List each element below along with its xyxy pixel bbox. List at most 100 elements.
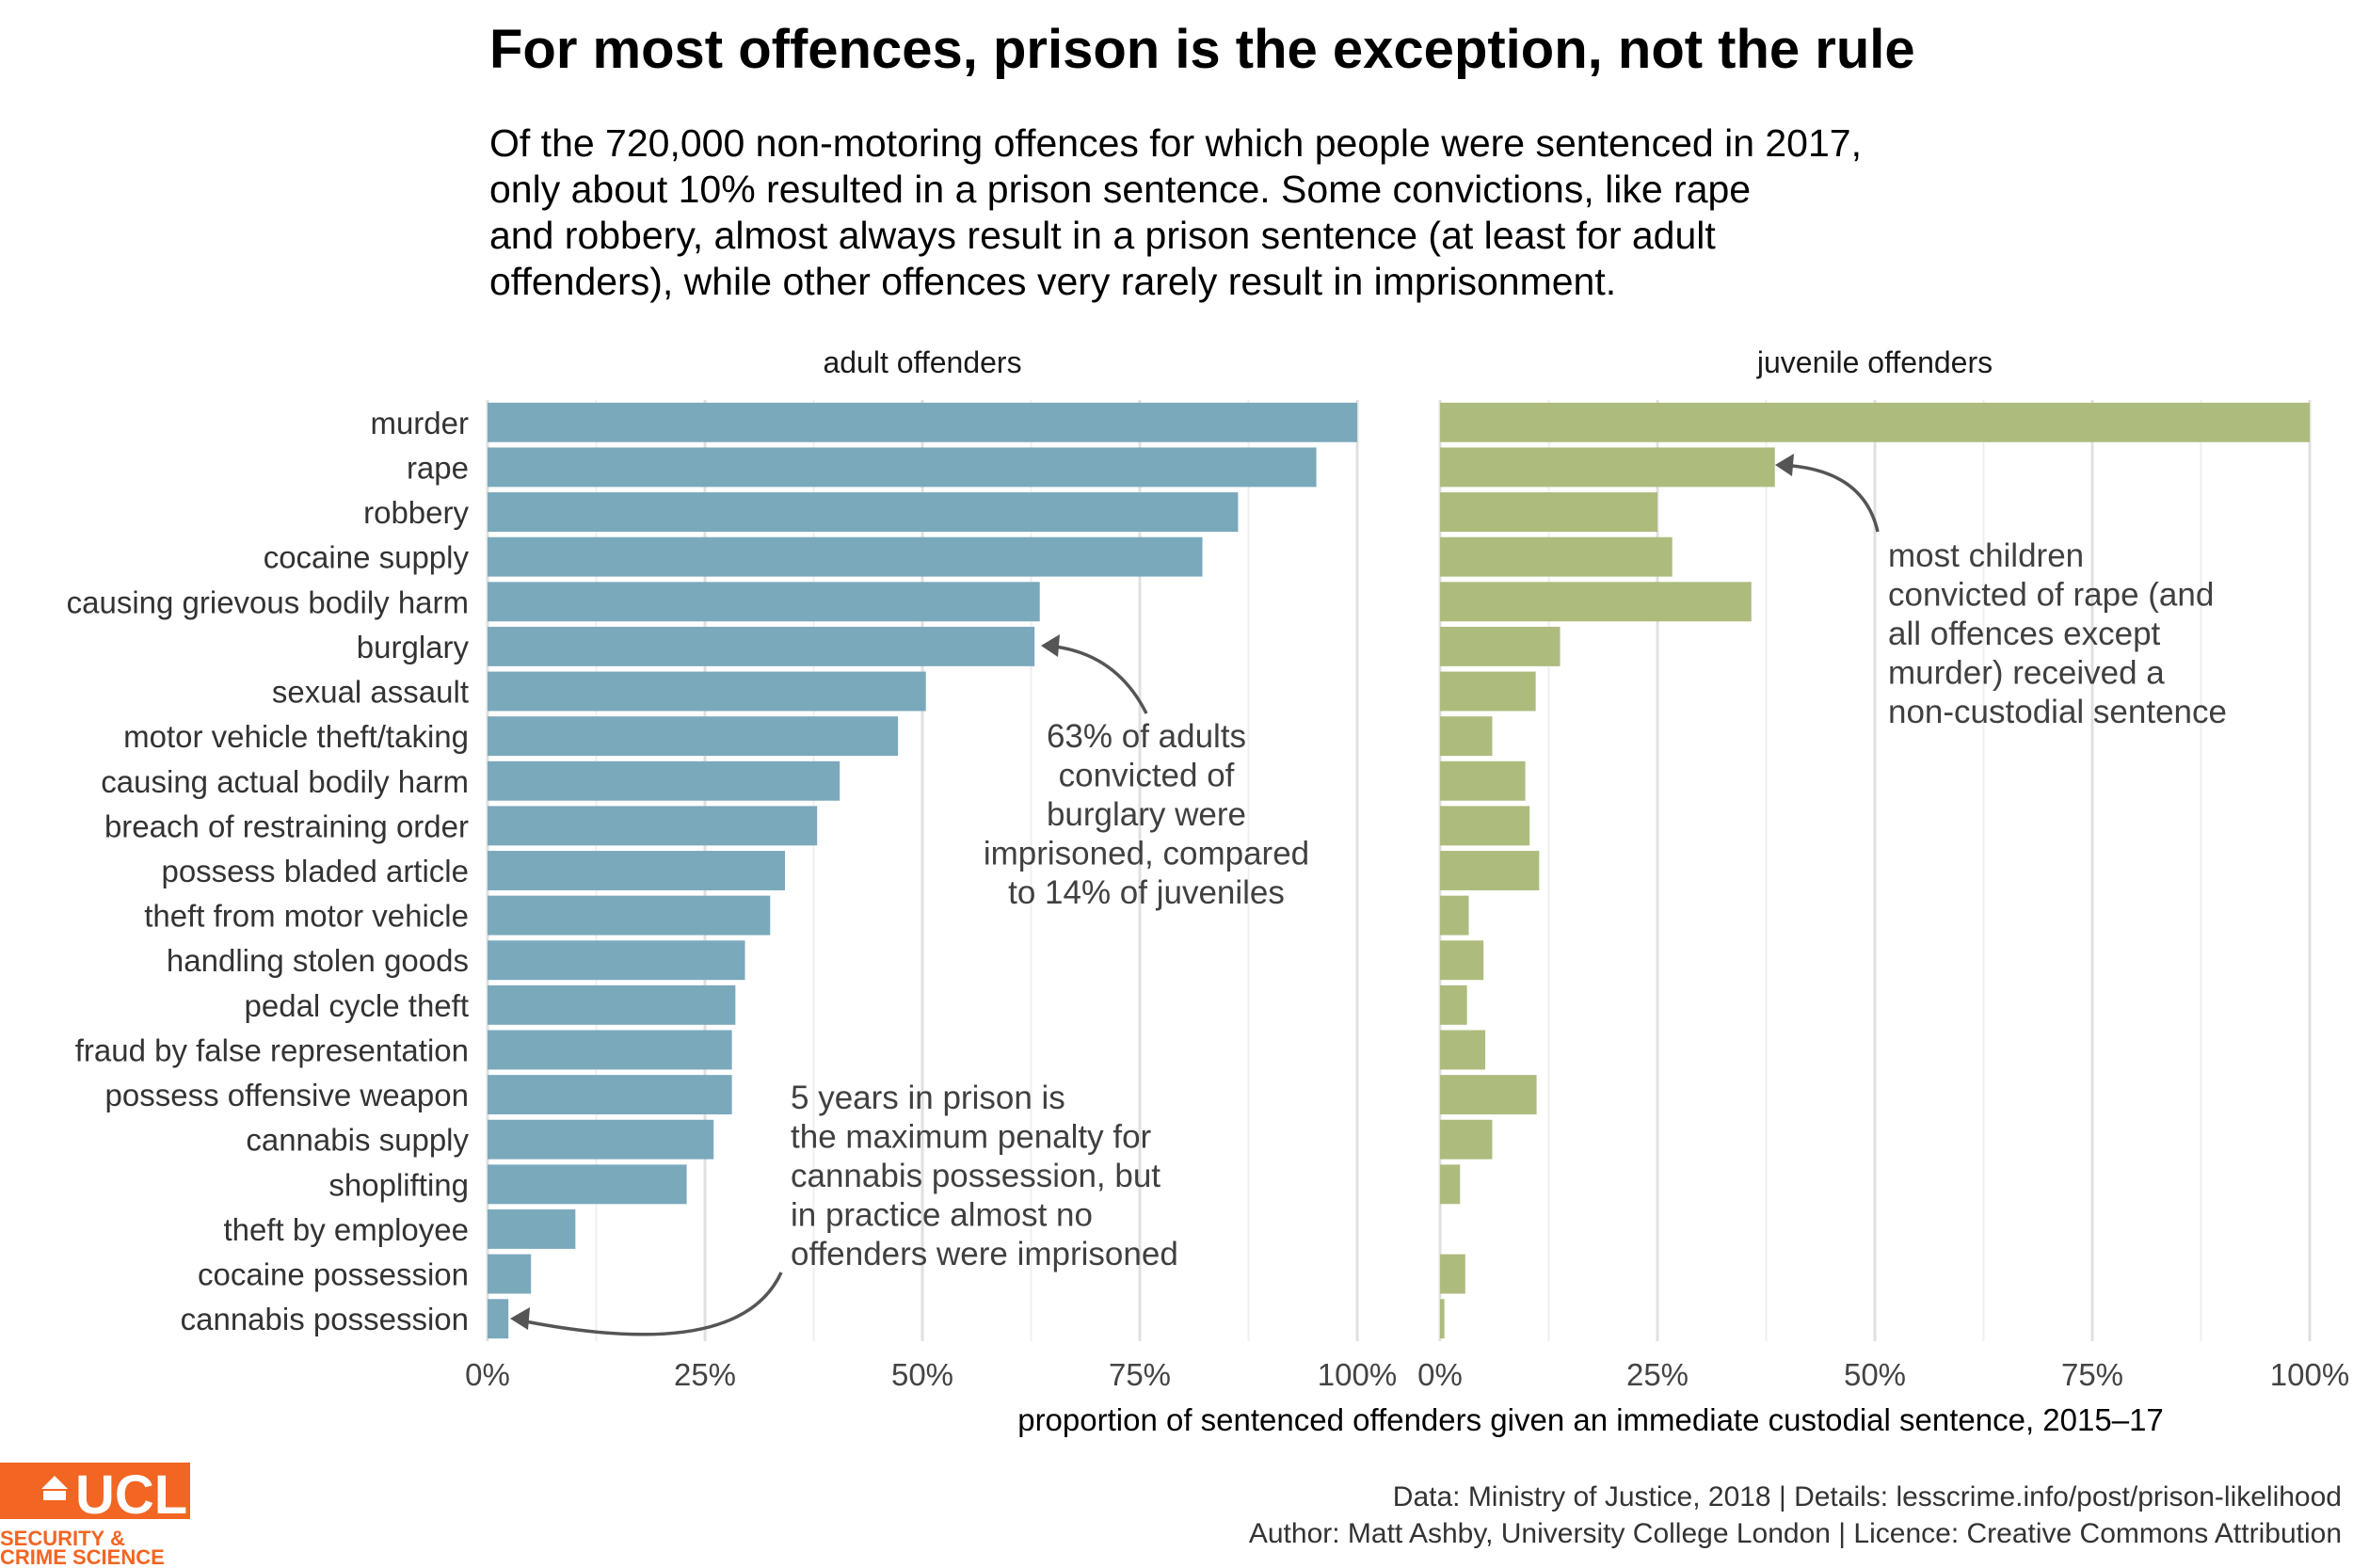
- bar-juvenile: [1440, 671, 1536, 712]
- annotation-text: imprisoned, compared: [984, 836, 1309, 872]
- bar-juvenile: [1440, 492, 1657, 532]
- bar-adult: [488, 760, 840, 801]
- logo-line-2: CRIME SCIENCE: [0, 1545, 165, 1568]
- bar-juvenile: [1440, 851, 1540, 890]
- category-label: cocaine supply: [264, 540, 470, 575]
- logo-wordmark: UCL: [75, 1464, 187, 1526]
- bar-adult: [488, 1254, 532, 1294]
- bar-adult: [488, 582, 1040, 622]
- annotation-arrows: [515, 463, 1880, 1336]
- arrow-cannabis-possession: [515, 1272, 783, 1336]
- arrow-head-burglary: [1041, 634, 1060, 657]
- annotation-text: murder) received a: [1888, 655, 2165, 692]
- logo-portico-base: [43, 1491, 66, 1500]
- arrow-head-cannabis-possession: [510, 1307, 530, 1330]
- bar-adult: [488, 1209, 576, 1249]
- category-label: handling stolen goods: [167, 943, 469, 978]
- bar-adult: [488, 492, 1239, 532]
- bar-adult: [488, 1030, 732, 1070]
- bar-adult: [488, 402, 1357, 442]
- caption-line: Data: Ministry of Justice, 2018 | Detail…: [1393, 1481, 2342, 1512]
- x-axis-label: proportion of sentenced offenders given …: [1017, 1402, 2164, 1437]
- logo-line-1: SECURITY &: [0, 1527, 125, 1550]
- x-tick-label: 50%: [891, 1357, 953, 1392]
- subtitle-line: Of the 720,000 non-motoring offences for…: [489, 121, 1862, 165]
- category-label: possess bladed article: [161, 854, 469, 888]
- category-label: robbery: [363, 495, 469, 530]
- bar-adult: [488, 1299, 509, 1339]
- bar-adult: [488, 806, 818, 846]
- category-label: possess offensive weapon: [105, 1078, 469, 1112]
- chart-subtitle: Of the 720,000 non-motoring offences for…: [489, 121, 1862, 303]
- bar-juvenile: [1440, 536, 1673, 577]
- logo-block: [0, 1463, 190, 1519]
- x-tick-label: 0%: [465, 1357, 510, 1392]
- bar-juvenile: [1440, 402, 2310, 442]
- category-label: theft by employee: [224, 1212, 470, 1247]
- subtitle-line: only about 10% resulted in a prison sent…: [489, 168, 1751, 211]
- annotation-text: offenders were imprisoned: [791, 1236, 1178, 1272]
- bar-adult: [488, 1075, 732, 1115]
- x-tick-label: 25%: [1626, 1357, 1689, 1392]
- bar-adult: [488, 940, 745, 981]
- bar-adult: [488, 895, 771, 936]
- category-label: shoplifting: [328, 1167, 469, 1202]
- x-tick-label: 100%: [1318, 1357, 1397, 1392]
- annotation-text: 5 years in prison is: [791, 1080, 1065, 1116]
- bar-adult: [488, 626, 1035, 666]
- bar-juvenile: [1440, 1030, 1486, 1070]
- category-label: causing grievous bodily harm: [67, 584, 469, 619]
- arrow-head-juvenile-rape: [1775, 454, 1794, 476]
- bar-juvenile: [1440, 760, 1526, 801]
- category-label: causing actual bodily harm: [101, 764, 469, 799]
- bar-adult: [488, 984, 736, 1025]
- category-label: motor vehicle theft/taking: [123, 719, 469, 754]
- x-tick-label: 100%: [2270, 1357, 2349, 1392]
- facet-label: adult offenders: [823, 345, 1021, 379]
- category-labels: murder rape robbery cocaine supply causing g…: [67, 406, 470, 1336]
- arrow-juvenile-rape: [1780, 463, 1880, 533]
- annotation-text: convicted of: [1059, 758, 1235, 794]
- x-tick-label: 0%: [1417, 1357, 1463, 1392]
- category-label: pedal cycle theft: [245, 988, 469, 1023]
- bar-juvenile: [1440, 806, 1530, 846]
- bar-adult: [488, 1119, 714, 1160]
- bar-juvenile: [1440, 1164, 1461, 1205]
- category-label: cannabis supply: [246, 1123, 469, 1158]
- category-label: breach of restraining order: [104, 808, 469, 843]
- bar-adult: [488, 1164, 687, 1205]
- bar-juvenile: [1440, 1299, 1445, 1339]
- category-label: theft from motor vehicle: [144, 899, 469, 934]
- bar-juvenile: [1440, 582, 1752, 622]
- annotation-text: cannabis possession, but: [791, 1158, 1160, 1194]
- facet-label: juvenile offenders: [1756, 345, 1993, 379]
- bar-juvenile: [1440, 1119, 1493, 1160]
- facet-panel-juvenile: juvenile offenders 0% 25% 50% 75% 100%: [1417, 345, 2349, 1392]
- bar-adult: [488, 851, 786, 890]
- x-tick-label: 75%: [1109, 1357, 1171, 1392]
- annotation-text: to 14% of juveniles: [1008, 874, 1285, 911]
- category-label: rape: [407, 450, 469, 485]
- bar-juvenile: [1440, 940, 1484, 981]
- arrow-heads: [510, 454, 1794, 1330]
- annotation-text: non-custodial sentence: [1888, 694, 2227, 730]
- category-label: fraud by false representation: [75, 1032, 469, 1067]
- caption: Data: Ministry of Justice, 2018 | Detail…: [1249, 1481, 2342, 1549]
- bar-juvenile: [1440, 716, 1493, 757]
- bar-juvenile: [1440, 895, 1469, 936]
- ucl-logo: UCL SECURITY & CRIME SCIENCE: [0, 1463, 190, 1568]
- bar-juvenile: [1440, 626, 1561, 666]
- subtitle-line: and robbery, almost always result in a p…: [489, 214, 1716, 257]
- bar-juvenile: [1440, 984, 1467, 1025]
- bar-adult: [488, 536, 1203, 577]
- category-label: sexual assault: [272, 675, 469, 710]
- category-label: cannabis possession: [181, 1302, 469, 1336]
- annotation-text: burglary were: [1047, 796, 1246, 833]
- caption-line: Author: Matt Ashby, University College L…: [1249, 1518, 2342, 1549]
- category-label: burglary: [357, 630, 470, 664]
- category-label: murder: [370, 406, 469, 440]
- x-tick-label: 50%: [1844, 1357, 1906, 1392]
- annotation-text: the maximum penalty for: [791, 1119, 1152, 1156]
